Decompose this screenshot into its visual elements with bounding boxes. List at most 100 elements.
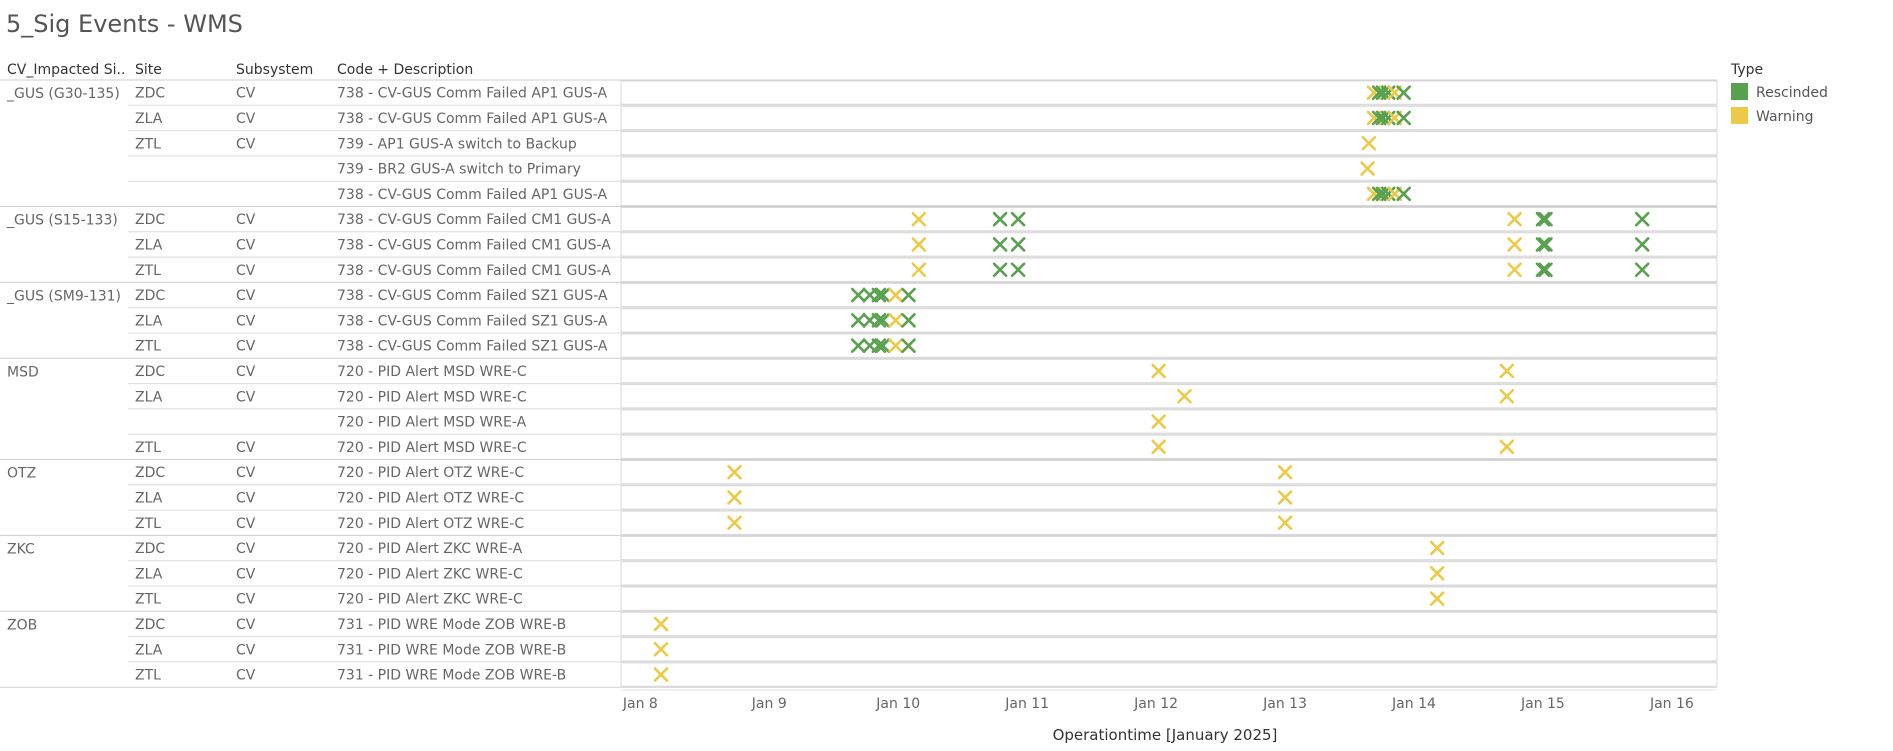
- row-site: ZDC: [135, 288, 165, 304]
- legend-swatch-warning: [1731, 107, 1748, 124]
- plot-row-band: [620, 485, 1718, 510]
- plot-row-band: [620, 333, 1718, 358]
- header-subsystem: Subsystem: [236, 62, 313, 78]
- rescinded-mark: [871, 287, 887, 303]
- warning-mark: [1499, 388, 1515, 404]
- warning-mark: [1277, 464, 1293, 480]
- legend: Type Rescinded Warning: [1730, 62, 1828, 125]
- plot-row-band: [620, 510, 1718, 535]
- warning-mark: [1360, 161, 1375, 176]
- legend-label-rescinded: Rescinded: [1756, 85, 1828, 101]
- warning-mark: [1499, 363, 1515, 379]
- row-subsystem: CV: [236, 516, 256, 532]
- warning-mark: [888, 287, 903, 303]
- x-tick-label: Jan 9: [751, 696, 787, 712]
- plot-row-band: [620, 105, 1718, 131]
- row-code: 738 - CV-GUS Comm Failed SZ1 GUS-A: [337, 288, 608, 304]
- warning-mark: [1507, 237, 1522, 252]
- group-label: MSD: [7, 364, 39, 380]
- row-code: 739 - BR2 GUS-A switch to Primary: [337, 162, 581, 178]
- plot-row-band: [620, 611, 1718, 637]
- plot-row-band: [620, 308, 1718, 333]
- rescinded-mark: [1634, 237, 1650, 252]
- row-site: ZLA: [135, 237, 163, 253]
- row-subsystem: CV: [236, 642, 256, 658]
- warning-mark: [1151, 414, 1166, 429]
- rescinded-mark: [1634, 262, 1650, 278]
- row-site: ZTL: [135, 592, 161, 608]
- rescinded-mark: [875, 287, 891, 303]
- group-label: _GUS (S15-133): [6, 213, 118, 229]
- row-subsystem: CV: [236, 288, 256, 304]
- rescinded-mark: [1375, 85, 1391, 100]
- x-axis: Jan 8 Jan 9 Jan 10 Jan 11 Jan 12 Jan 13 Jan 14…: [621, 689, 1717, 712]
- rescinded-mark: [1375, 186, 1391, 202]
- warning-mark: [653, 616, 669, 632]
- plot-row-band: [620, 535, 1718, 561]
- row-code: 738 - CV-GUS Comm Failed CM1 GUS-A: [337, 263, 611, 279]
- plot-row-band: [620, 358, 1718, 384]
- warning-mark: [888, 338, 903, 353]
- rescinded-mark: [1535, 237, 1551, 252]
- row-code: 720 - PID Alert OTZ WRE-C: [337, 516, 524, 532]
- header-site: Site: [135, 62, 162, 78]
- row-code: 720 - PID Alert MSD WRE-C: [337, 440, 527, 456]
- warning-mark: [1151, 363, 1166, 379]
- plot-row-band: [620, 662, 1718, 687]
- row-code: 738 - CV-GUS Comm Failed CM1 GUS-A: [337, 237, 611, 253]
- row-code: 720 - PID Alert ZKC WRE-C: [337, 566, 523, 582]
- plot-row-band: [620, 561, 1718, 586]
- warning-mark: [911, 237, 927, 252]
- warning-mark: [1361, 135, 1377, 151]
- rescinded-mark: [1538, 237, 1553, 252]
- row-subsystem: CV: [236, 136, 256, 152]
- plot-row-band: [620, 637, 1718, 662]
- rescinded-mark: [1375, 110, 1391, 126]
- legend-title: Type: [1730, 62, 1763, 78]
- warning-mark: [727, 515, 742, 531]
- row-site: ZTL: [135, 263, 161, 279]
- rescinded-mark: [850, 313, 866, 328]
- rescinded-mark: [1538, 262, 1553, 278]
- row-code: 738 - CV-GUS Comm Failed AP1 GUS-A: [337, 86, 607, 102]
- group-label: ZOB: [7, 617, 37, 633]
- warning-mark: [653, 667, 669, 682]
- row-code: 720 - PID Alert MSD WRE-C: [337, 389, 527, 405]
- rescinded-mark: [1010, 262, 1026, 278]
- row-code: 720 - PID Alert ZKC WRE-C: [337, 592, 523, 608]
- row-subsystem: CV: [236, 668, 256, 684]
- x-tick-label: Jan 14: [1391, 696, 1436, 712]
- row-subsystem: CV: [236, 617, 256, 633]
- rescinded-mark: [1396, 186, 1411, 202]
- rescinded-mark: [992, 211, 1008, 227]
- rescinded-mark: [871, 313, 887, 328]
- row-code: 720 - PID Alert ZKC WRE-A: [337, 541, 523, 557]
- warning-mark: [727, 464, 742, 480]
- row-subsystem: CV: [236, 440, 256, 456]
- plot-row-band: [620, 434, 1718, 460]
- rescinded-mark: [1538, 211, 1553, 227]
- row-site: ZDC: [135, 617, 165, 633]
- row-code: 720 - PID Alert OTZ WRE-C: [337, 465, 524, 481]
- plot-row-band: [620, 257, 1718, 282]
- row-code: 739 - AP1 GUS-A switch to Backup: [337, 136, 577, 152]
- row-code: 720 - PID Alert OTZ WRE-C: [337, 490, 524, 506]
- rescinded-mark: [1396, 85, 1411, 100]
- row-code: 731 - PID WRE Mode ZOB WRE-B: [337, 668, 566, 684]
- rescinded-mark: [850, 338, 866, 353]
- rescinded-mark: [992, 237, 1008, 252]
- row-site: ZTL: [135, 668, 161, 684]
- warning-mark: [1429, 591, 1445, 606]
- warning-mark: [1507, 211, 1522, 227]
- row-site: ZLA: [135, 313, 163, 329]
- row-subsystem: CV: [236, 465, 256, 481]
- row-site: ZLA: [135, 111, 163, 127]
- page-title: 5_Sig Events - WMS: [6, 10, 243, 38]
- rescinded-mark: [1535, 211, 1551, 227]
- plot-row-band: [620, 156, 1718, 181]
- row-site: ZDC: [135, 86, 165, 102]
- row-subsystem: CV: [236, 389, 256, 405]
- legend-label-warning: Warning: [1756, 109, 1814, 125]
- rescinded-mark: [1010, 211, 1026, 227]
